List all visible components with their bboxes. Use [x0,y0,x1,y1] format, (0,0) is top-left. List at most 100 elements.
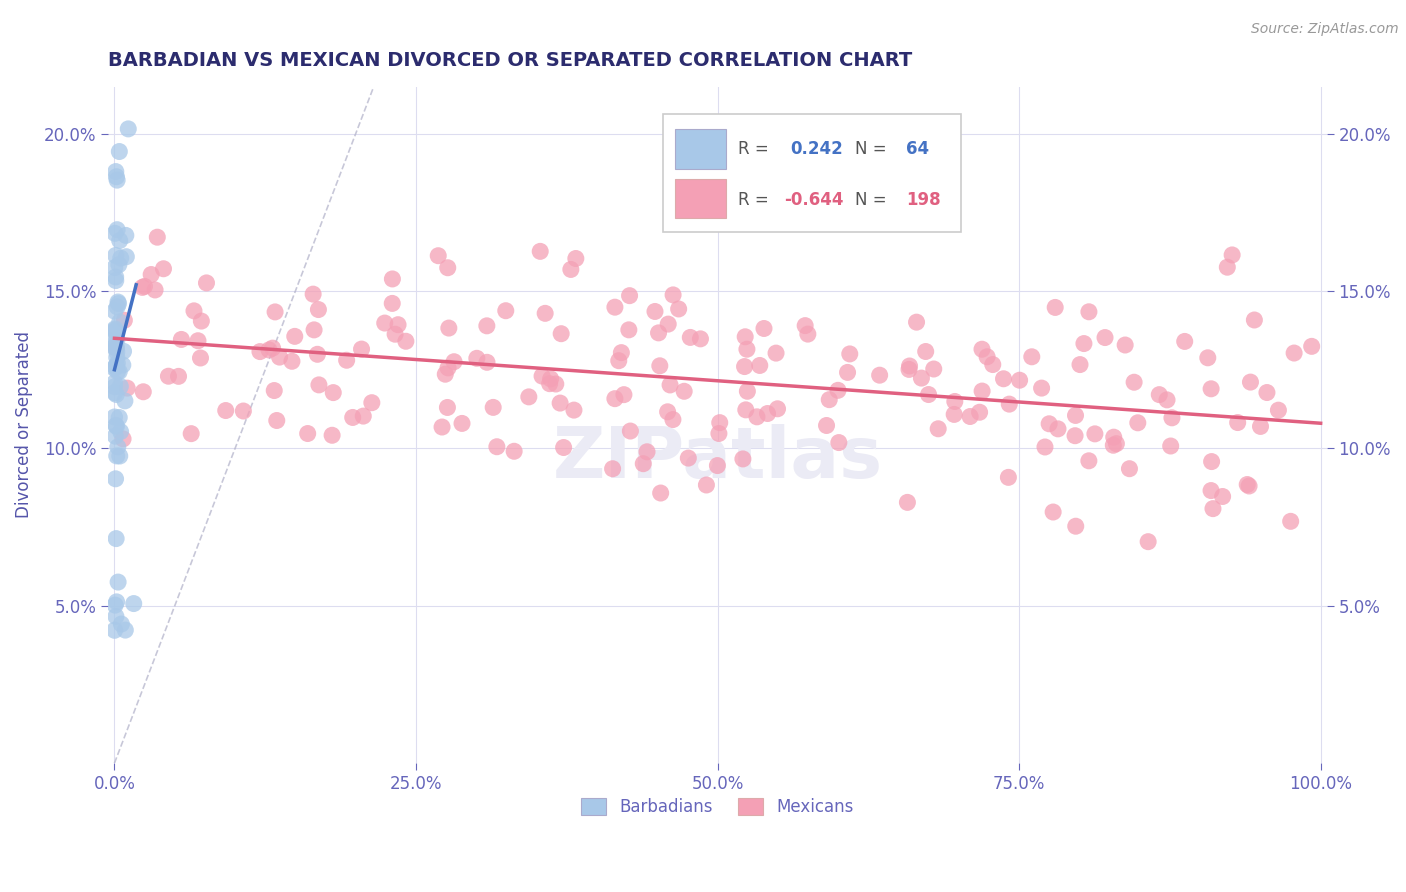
Point [117,121,139,136]
Point [709,416,731,430]
Point [104,164,127,178]
Point [105,387,128,401]
Point [122,597,145,611]
Point [131,280,153,294]
Point [269,350,291,364]
Point [927,422,949,436]
Point [1077,454,1099,468]
Point [465,351,488,366]
Point [1236,477,1258,491]
Point [482,401,505,415]
Point [603,392,626,406]
Point [104,260,127,275]
Point [828,435,851,450]
Point [922,362,945,376]
Point [157,369,180,384]
Point [107,575,129,590]
Point [1123,376,1146,390]
Point [619,424,641,438]
Point [735,343,758,357]
Point [302,287,325,301]
Point [633,457,655,471]
Point [103,340,125,354]
Point [679,330,702,344]
Point [108,234,131,248]
Point [602,461,624,475]
Point [427,249,450,263]
Point [1043,301,1066,315]
Point [443,355,465,369]
Point [395,334,418,349]
Point [797,327,820,342]
Point [1038,417,1060,431]
Point [104,304,127,318]
Point [322,385,344,400]
Point [108,365,131,379]
Point [617,323,640,337]
Point [342,410,364,425]
Point [1042,505,1064,519]
Y-axis label: Divorced or Separated: Divorced or Separated [15,331,32,518]
Point [302,323,325,337]
Point [548,396,571,410]
Point [1156,392,1178,407]
Point [105,356,128,370]
Point [436,260,458,275]
Point [103,380,125,394]
Point [266,413,288,427]
Point [114,228,136,243]
Point [734,359,756,374]
Point [152,261,174,276]
Point [981,358,1004,372]
Point [105,300,128,314]
Point [105,595,128,609]
Point [381,296,404,310]
Point [752,321,775,335]
Point [180,426,202,441]
Point [794,318,817,333]
Point [1102,430,1125,444]
Point [430,420,453,434]
Point [1202,501,1225,516]
Point [997,470,1019,484]
Point [264,305,287,319]
Text: ZIPatlas: ZIPatlas [553,425,883,493]
Point [538,376,561,391]
Point [689,332,711,346]
Point [103,410,125,425]
Point [108,258,131,272]
Point [898,359,921,373]
Text: BARBADIAN VS MEXICAN DIVORCED OR SEPARATED CORRELATION CHART: BARBADIAN VS MEXICAN DIVORCED OR SEPARAT… [108,51,912,70]
Point [976,350,998,364]
Point [1069,358,1091,372]
Point [485,440,508,454]
Point [1031,381,1053,395]
Point [737,384,759,399]
Point [105,419,128,434]
Point [1174,334,1197,349]
Point [381,272,404,286]
Point [1301,339,1323,353]
Point [748,359,770,373]
Point [110,425,132,439]
Point [1160,439,1182,453]
Text: N =: N = [855,191,887,209]
Point [647,326,669,340]
Point [1064,428,1087,442]
Point [959,409,981,424]
Point [107,365,129,379]
Point [1267,403,1289,417]
Point [104,598,127,612]
Point [1256,385,1278,400]
Point [1021,350,1043,364]
Point [190,351,212,365]
Point [103,376,125,390]
Point [104,248,127,262]
Point [673,384,696,399]
Point [1118,461,1140,475]
Point [610,345,633,359]
Point [972,384,994,398]
Point [896,495,918,509]
Point [838,347,860,361]
Point [105,345,128,359]
